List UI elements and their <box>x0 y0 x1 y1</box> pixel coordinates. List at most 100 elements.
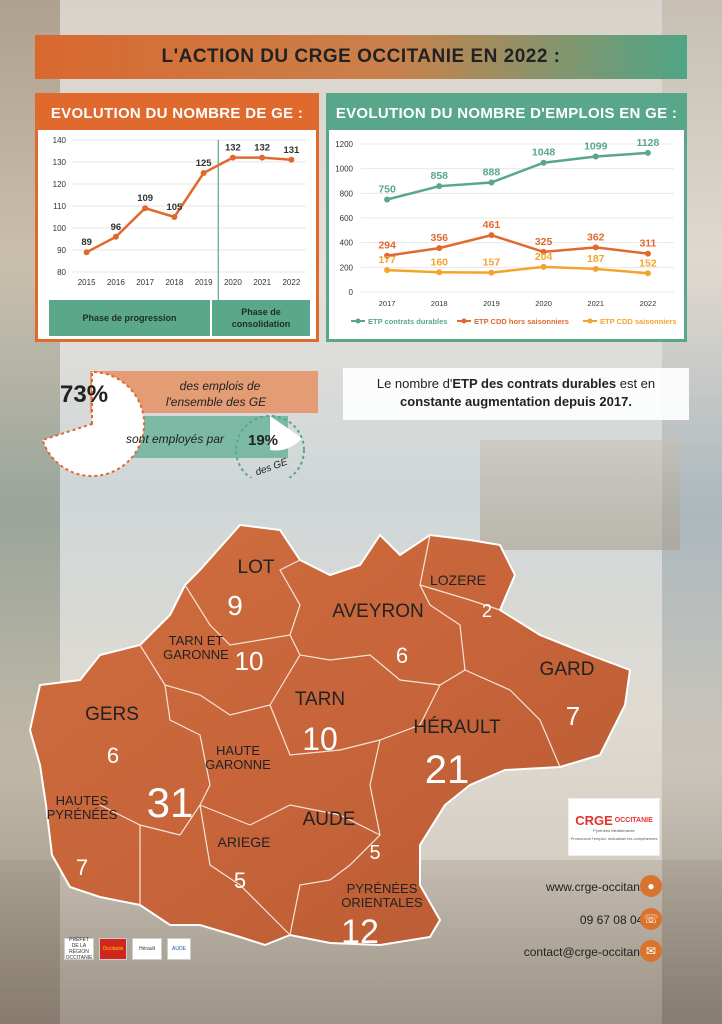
mail-icon[interactable]: ✉ <box>640 940 662 962</box>
data-label: 461 <box>483 219 501 231</box>
series-line <box>387 265 649 275</box>
department-name: HAUTE <box>216 743 260 758</box>
website-link[interactable]: www.crge-occitanie.fr <box>545 880 660 894</box>
logo-name: CRGE <box>575 813 613 828</box>
department-name: PYRÉNÉES <box>47 807 118 822</box>
logo-region: OCCITANIE <box>614 817 653 824</box>
email-link[interactable]: contact@crge-occitanie.fr <box>523 945 660 959</box>
data-point <box>540 159 547 166</box>
data-label: 109 <box>137 193 153 204</box>
data-label: 177 <box>378 254 396 266</box>
y-tick-label: 130 <box>53 158 67 167</box>
department-value: 12 <box>341 913 379 951</box>
data-label: 1099 <box>584 140 608 152</box>
partner-logo: PRÉFET DE LA RÉGION OCCITANIE <box>64 937 94 961</box>
background-photo <box>480 440 680 550</box>
data-label: 888 <box>483 166 501 178</box>
department-name: TARN <box>295 689 345 710</box>
data-point <box>229 154 236 161</box>
department-name: PYRÉNÉES <box>347 881 418 896</box>
note-bold: ETP des contrats durables <box>452 376 617 391</box>
department-name: TARN ET <box>169 633 224 648</box>
data-point <box>112 233 119 240</box>
chart-title: EVOLUTION DU NOMBRE D'EMPLOIS EN GE : <box>329 96 684 130</box>
data-point <box>384 196 391 203</box>
globe-icon[interactable]: ● <box>640 875 662 897</box>
y-tick-label: 110 <box>53 202 66 211</box>
legend-swatch-dot <box>587 318 593 324</box>
y-tick-label: 1200 <box>335 140 353 149</box>
phase-label: Phase de progression <box>49 300 210 336</box>
department-name: HÉRAULT <box>413 717 501 738</box>
data-point <box>592 265 599 272</box>
stats-graphic <box>41 370 318 478</box>
x-tick-label: 2021 <box>253 278 271 287</box>
department-name: AVEYRON <box>332 601 424 622</box>
data-label: 858 <box>430 170 448 182</box>
data-label: 294 <box>378 240 396 252</box>
department-borders <box>99 534 561 936</box>
department-value: 6 <box>107 743 119 768</box>
x-tick-label: 2015 <box>78 278 96 287</box>
department-name: LOT <box>238 557 275 578</box>
data-point <box>644 270 651 277</box>
data-label: 125 <box>196 158 213 169</box>
x-tick-label: 2020 <box>535 299 552 308</box>
y-tick-label: 100 <box>53 224 67 233</box>
department-name: GARD <box>540 659 595 680</box>
chart-title: EVOLUTION DU NOMBRE DE GE : <box>38 96 316 130</box>
stat-pct-73: 73% <box>60 381 109 408</box>
data-label: 356 <box>430 232 448 244</box>
data-point <box>644 149 651 156</box>
partner-logo: AUDE <box>167 938 191 960</box>
data-point <box>436 245 443 252</box>
legend-label: ETP CDD saisonniers <box>600 317 677 326</box>
x-tick-label: 2017 <box>136 278 154 287</box>
y-tick-label: 200 <box>340 263 354 272</box>
department-value: 2 <box>482 601 492 621</box>
stat-pct-19: 19% <box>248 432 279 449</box>
partner-logos: PRÉFET DE LA RÉGION OCCITANIE Occitanie … <box>64 936 191 962</box>
pie-19 <box>270 416 302 451</box>
data-label: 131 <box>283 145 300 156</box>
partner-logo: Occitanie <box>99 938 127 960</box>
data-point <box>488 269 495 276</box>
data-label: 152 <box>639 257 657 269</box>
phase-label: Phase de consolidation <box>212 300 310 336</box>
jobs-chart: 0 200 400 600 800 1000 1200 2017 2018 2019 2020 202… <box>335 137 677 326</box>
pie-73 <box>41 370 146 477</box>
data-label: 157 <box>483 257 501 269</box>
pie-19-outline <box>236 416 304 478</box>
department-value: 6 <box>396 643 408 668</box>
stat-text: des emplois de <box>179 379 261 393</box>
ge-count-panel: EVOLUTION DU NOMBRE DE GE : 80 90 100 110 12… <box>35 93 319 342</box>
data-point <box>540 263 547 270</box>
data-point <box>592 244 599 251</box>
series-line <box>386 233 649 257</box>
department-name: ORIENTALES <box>341 895 423 910</box>
department-name: GERS <box>85 704 139 725</box>
data-point <box>540 248 547 255</box>
department-value: 31 <box>147 779 194 826</box>
data-point <box>488 232 495 239</box>
data-point <box>259 154 266 161</box>
department-name: ARIEGE <box>218 834 271 850</box>
y-tick-label: 120 <box>53 180 67 189</box>
x-tick-label: 2018 <box>165 278 183 287</box>
x-tick-label: 2016 <box>107 278 125 287</box>
department-value: 5 <box>369 842 380 864</box>
x-tick-label: 2022 <box>640 299 657 308</box>
data-label: 132 <box>225 143 241 154</box>
crge-logo: CRGE OCCITANIE Pyrénées Méditerranée Pro… <box>568 798 660 856</box>
phone-icon[interactable]: ☏ <box>640 908 662 930</box>
data-point <box>142 205 149 212</box>
y-tick-label: 400 <box>340 239 354 248</box>
x-tick-label: 2022 <box>282 278 300 287</box>
page-title: L'ACTION DU CRGE OCCITANIE EN 2022 : <box>35 35 687 79</box>
data-point <box>384 267 391 274</box>
x-tick-label: 2020 <box>224 278 242 287</box>
data-label: 132 <box>254 143 270 154</box>
note-text: est en <box>616 376 656 391</box>
phone-number[interactable]: 09 67 08 04 53 <box>579 913 660 927</box>
